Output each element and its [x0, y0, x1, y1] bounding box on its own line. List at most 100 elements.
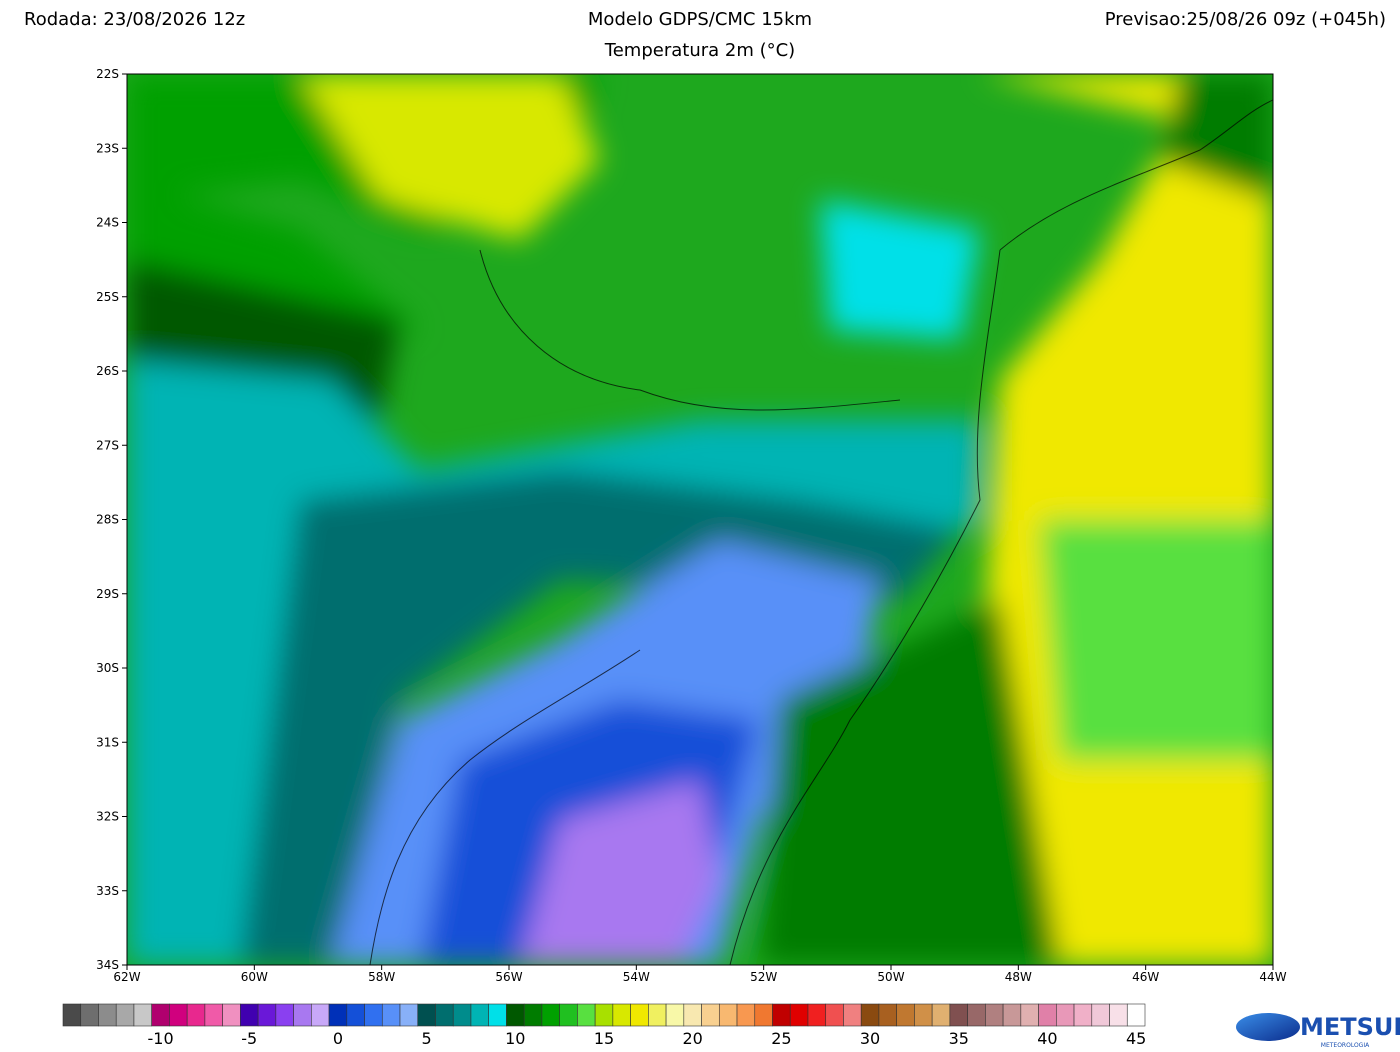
colorbar-swatch [736, 1003, 756, 1027]
colorbar-swatch [399, 1003, 419, 1027]
colorbar-swatch [1126, 1003, 1146, 1027]
colorbar-label: 40 [1037, 1029, 1057, 1048]
colorbar-label: 25 [771, 1029, 791, 1048]
lon-label: 56W [495, 970, 522, 984]
colorbar-swatch [914, 1003, 933, 1027]
colorbar-swatch [293, 1003, 312, 1027]
lat-label: 30S [96, 661, 119, 675]
lat-label: 27S [96, 438, 119, 452]
colorbar-swatch [683, 1003, 702, 1027]
colorbar-swatch [1020, 1003, 1039, 1027]
colorbar-swatch [222, 1003, 241, 1027]
coastlines [369, 99, 1273, 965]
colorbar-swatch [488, 1003, 507, 1027]
colorbar-swatch [949, 1003, 968, 1027]
colorbar-swatch [417, 1003, 436, 1027]
colorbar-swatch [665, 1003, 685, 1027]
colorbar-swatch [133, 1003, 152, 1027]
colorbar-swatch [1056, 1003, 1075, 1027]
lat-label: 25S [96, 290, 119, 304]
logo-tagline: METEOROLOGIA [1321, 1042, 1370, 1049]
lon-label: 60W [241, 970, 268, 984]
colorbar-swatch [364, 1003, 383, 1027]
lat-label: 29S [96, 587, 119, 601]
colorbar-swatch [452, 1003, 472, 1027]
colorbar-swatch [151, 1003, 170, 1027]
colorbar-swatch [506, 1003, 525, 1027]
lat-label: 32S [96, 810, 119, 824]
colorbar-swatch [257, 1003, 277, 1027]
colorbar-swatch [435, 1003, 454, 1027]
colorbar-label: -5 [241, 1029, 257, 1048]
colorbar-swatch [967, 1003, 986, 1027]
lon-label: 50W [877, 970, 904, 984]
lon-label: 52W [750, 970, 777, 984]
colorbar-swatch [878, 1003, 897, 1027]
colorbar-swatch [204, 1003, 223, 1027]
lat-label: 24S [96, 216, 119, 230]
colorbar-label: 35 [949, 1029, 969, 1048]
lat-label: 23S [96, 141, 119, 155]
colorbar-swatch [843, 1003, 862, 1027]
lat-label: 22S [96, 67, 119, 81]
lat-label: 33S [96, 884, 119, 898]
colorbar-label: 45 [1126, 1029, 1146, 1048]
colorbar-swatch [240, 1003, 259, 1027]
colorbar-swatch [896, 1003, 915, 1027]
colorbar-swatch [789, 1003, 809, 1027]
colorbar-label: 5 [422, 1029, 432, 1048]
logo-name: METSUL [1300, 1013, 1400, 1041]
colorbar-swatch [311, 1003, 330, 1027]
model-name: Modelo GDPS/CMC 15km [588, 9, 812, 30]
colorbar-swatch [1091, 1003, 1110, 1027]
lat-label: 26S [96, 364, 119, 378]
colorbar-label: -10 [147, 1029, 173, 1048]
colorbar-swatch [1002, 1003, 1022, 1027]
lon-label: 58W [368, 970, 395, 984]
colorbar-swatch [80, 1003, 99, 1027]
colorbar-swatch [115, 1003, 135, 1027]
colorbar-swatch [169, 1003, 188, 1027]
colorbar-swatch [98, 1003, 117, 1027]
colorbar-label: 20 [683, 1029, 703, 1048]
colorbar-swatch [648, 1003, 667, 1027]
lat-label: 31S [96, 735, 119, 749]
colorbar-swatch [62, 1003, 82, 1027]
lat-label: 34S [96, 958, 119, 972]
lon-label: 54W [623, 970, 650, 984]
lon-label: 46W [1132, 970, 1159, 984]
colorbar-swatch [381, 1003, 401, 1027]
colorbar-swatch [701, 1003, 720, 1027]
colorbar-label: 15 [594, 1029, 614, 1048]
colorbar-swatch [985, 1003, 1004, 1027]
colorbar-swatch [559, 1003, 578, 1027]
colorbar-swatch [275, 1003, 294, 1027]
colorbar-swatch [860, 1003, 880, 1027]
colorbar-swatch [612, 1003, 631, 1027]
lon-label: 44W [1259, 970, 1286, 984]
colorbar-swatch [577, 1003, 596, 1027]
colorbar-swatch [186, 1003, 206, 1027]
colorbar-swatch [807, 1003, 827, 1027]
colorbar-swatch [754, 1003, 773, 1027]
colorbar-swatch [1109, 1003, 1128, 1027]
variable: Temperatura 2m (°C) [604, 40, 795, 61]
colorbar-swatch [594, 1003, 614, 1027]
colorbar-swatch [523, 1003, 543, 1027]
colorbar-label: 0 [333, 1029, 343, 1048]
colorbar-swatch [931, 1003, 951, 1027]
lon-label: 48W [1005, 970, 1032, 984]
colorbar-label: 10 [505, 1029, 525, 1048]
colorbar-swatch [541, 1003, 560, 1027]
colorbar-swatch [1038, 1003, 1057, 1027]
colorbar-swatch [328, 1003, 348, 1027]
logo: METSUL METEOROLOGIA [1236, 1013, 1400, 1049]
lat-label: 28S [96, 513, 119, 527]
colorbar-swatch [1073, 1003, 1093, 1027]
colorbar-swatch [718, 1003, 738, 1027]
colorbar-swatch [470, 1003, 490, 1027]
lon-label: 62W [113, 970, 140, 984]
colorbar-swatch [772, 1003, 791, 1027]
